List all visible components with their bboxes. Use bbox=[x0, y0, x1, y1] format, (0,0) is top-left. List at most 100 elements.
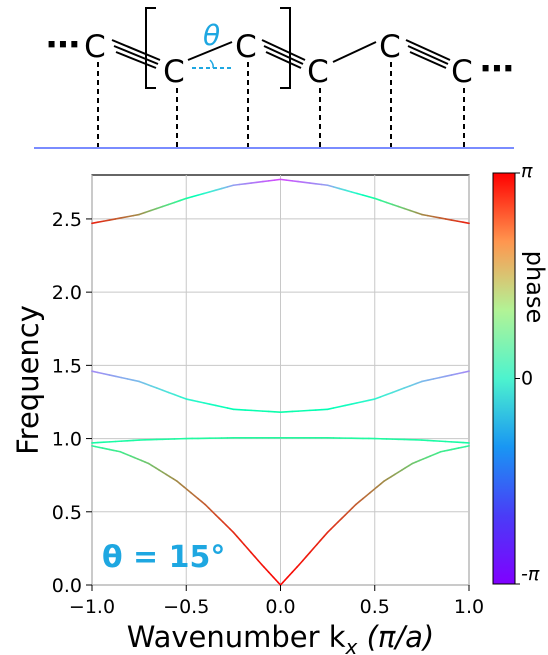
series-segment bbox=[397, 205, 406, 210]
series-segment bbox=[426, 378, 435, 381]
series-segment bbox=[150, 207, 158, 212]
series-segment bbox=[368, 195, 376, 200]
series-segment bbox=[191, 194, 199, 198]
series-segment bbox=[204, 503, 210, 509]
series-segment bbox=[309, 182, 317, 185]
series-segment bbox=[97, 220, 105, 224]
series-1 bbox=[91, 178, 470, 225]
series-segment bbox=[236, 535, 242, 542]
chain-ellipsis-left: ⋯ bbox=[46, 25, 80, 65]
series-segment bbox=[385, 201, 394, 206]
series-segment bbox=[385, 391, 394, 396]
series-segment bbox=[312, 543, 318, 550]
series-segment bbox=[415, 211, 423, 216]
y-axis-ticks: 0.0 0.5 1.0 1.5 2.0 2.5 bbox=[52, 209, 92, 597]
series-segment bbox=[262, 180, 270, 183]
series-segment bbox=[432, 376, 441, 380]
series-segment bbox=[379, 393, 388, 398]
series-segment bbox=[450, 219, 459, 222]
series-segment bbox=[226, 407, 235, 411]
series-segment bbox=[337, 517, 343, 523]
series-segment bbox=[315, 182, 323, 186]
series-segment bbox=[246, 547, 252, 554]
series-segment bbox=[462, 370, 470, 374]
x-tick-label: −0.5 bbox=[163, 596, 209, 618]
series-segment bbox=[244, 182, 252, 185]
series-segment bbox=[397, 387, 406, 392]
series-segment bbox=[297, 180, 305, 184]
y-tick-label: 0.5 bbox=[52, 502, 82, 524]
carbon-atom-3: C bbox=[235, 29, 257, 65]
projection-lines bbox=[97, 62, 465, 148]
series-segment bbox=[330, 524, 336, 530]
series-segment bbox=[238, 182, 246, 186]
series-segment bbox=[309, 547, 315, 554]
y-tick-label: 1.0 bbox=[52, 429, 82, 451]
series-segment bbox=[316, 539, 322, 546]
series-segment bbox=[132, 213, 140, 217]
series-segment bbox=[302, 555, 308, 562]
series-segment bbox=[444, 218, 453, 221]
series-segment bbox=[348, 507, 354, 513]
series-segment bbox=[379, 199, 388, 204]
series-segment bbox=[221, 521, 228, 527]
series-segment bbox=[333, 521, 340, 527]
x-axis-label-subscript: x bbox=[345, 635, 358, 655]
series-segment bbox=[120, 215, 129, 219]
dispersion-plot: −1.0 −0.5 0.0 0.5 1.0 0.0 0.5 1.0 1.5 2.0 2.5 θ =… bbox=[11, 174, 484, 655]
series-segment bbox=[340, 514, 347, 520]
series-segment bbox=[155, 387, 164, 392]
series-segment bbox=[138, 211, 146, 216]
series-segment bbox=[214, 187, 223, 191]
series-segment bbox=[108, 374, 117, 378]
colorbar-ticks: π 0 -π bbox=[515, 160, 540, 585]
chain-ellipsis-right: ⋯ bbox=[480, 49, 514, 89]
colorbar-tick-label: -π bbox=[521, 563, 540, 585]
series-segment bbox=[229, 528, 235, 534]
x-axis-ticks: −1.0 −0.5 0.0 0.5 1.0 bbox=[69, 585, 484, 618]
series-segment bbox=[362, 399, 370, 403]
series-segment bbox=[214, 514, 221, 520]
series-segment bbox=[332, 405, 341, 409]
series-segment bbox=[211, 510, 217, 516]
colorbar-gradient bbox=[492, 172, 516, 585]
triple-bond-1 bbox=[111, 39, 161, 69]
series-segment bbox=[179, 197, 188, 202]
colorbar: π 0 -π phase bbox=[492, 160, 548, 585]
series-segment bbox=[102, 219, 111, 222]
series-segment bbox=[319, 535, 325, 542]
series-segment bbox=[197, 192, 205, 196]
series-segment bbox=[426, 214, 435, 218]
series-2 bbox=[91, 370, 470, 414]
series-segment bbox=[438, 217, 447, 220]
series-segment bbox=[415, 380, 423, 385]
series-segment bbox=[161, 203, 170, 208]
series-segment bbox=[351, 503, 357, 509]
series-segment bbox=[203, 402, 211, 405]
series-segment bbox=[250, 181, 258, 184]
series-segment bbox=[120, 376, 129, 380]
series-segment bbox=[179, 396, 188, 400]
series-segment bbox=[250, 551, 256, 558]
series-segment bbox=[356, 400, 364, 404]
series-segment bbox=[305, 551, 311, 558]
series-3 bbox=[91, 437, 470, 444]
series-segment bbox=[167, 201, 176, 206]
series-segment bbox=[273, 178, 282, 181]
x-axis-label-unit: (π/a) bbox=[357, 620, 434, 654]
series-segment bbox=[214, 404, 223, 408]
series-segment bbox=[209, 189, 217, 193]
series-segment bbox=[256, 180, 264, 184]
series-segment bbox=[155, 205, 164, 210]
carbon-atom-2: C bbox=[163, 54, 185, 90]
series-segment bbox=[243, 543, 249, 550]
series-segment bbox=[350, 402, 358, 405]
series-segment bbox=[173, 199, 182, 204]
series-segment bbox=[232, 531, 238, 538]
series-segment bbox=[368, 398, 376, 402]
series-segment bbox=[456, 371, 464, 375]
y-tick-label: 2.5 bbox=[52, 209, 82, 231]
series-segment bbox=[432, 215, 441, 219]
triple-bond-3 bbox=[405, 39, 451, 69]
colorbar-tick-label: π bbox=[521, 160, 533, 182]
